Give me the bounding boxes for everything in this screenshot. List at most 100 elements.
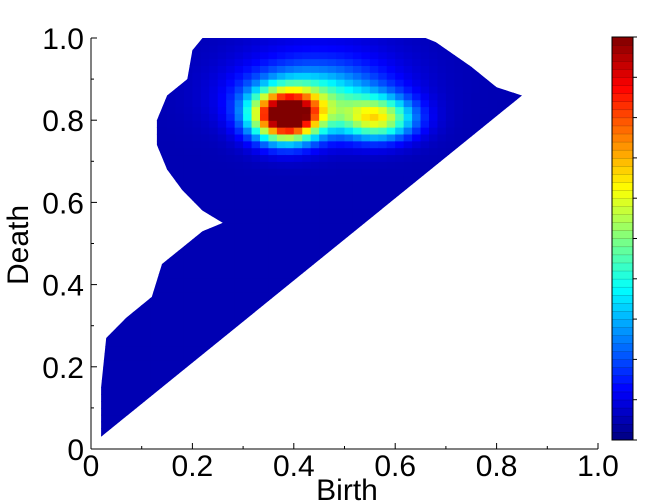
heat-cell <box>386 161 396 169</box>
heat-cell <box>361 99 371 108</box>
heat-cell <box>243 140 253 149</box>
heat-cell <box>285 236 295 245</box>
heat-cell <box>226 277 236 286</box>
heat-cell <box>310 140 320 149</box>
heat-cell <box>175 339 185 347</box>
heat-cell <box>107 394 117 402</box>
heat-cell <box>209 65 219 73</box>
heat-cell <box>276 85 286 94</box>
heat-cell <box>454 133 464 142</box>
heat-cell <box>107 346 117 354</box>
heat-cell <box>327 175 337 183</box>
heat-cell <box>285 216 295 224</box>
heat-cell <box>234 168 244 176</box>
heat-cell <box>192 284 202 293</box>
heat-cell <box>352 181 362 190</box>
heat-cell <box>310 154 320 162</box>
heat-cell <box>378 168 388 176</box>
heat-cell <box>133 380 143 388</box>
heat-cell <box>327 65 337 73</box>
heat-cell <box>209 202 219 210</box>
heat-cell <box>285 181 295 190</box>
heat-cell <box>243 284 253 293</box>
heat-cell <box>378 140 388 149</box>
heat-cell <box>226 216 236 224</box>
heat-cell <box>310 195 320 203</box>
colorbar-level <box>611 359 634 368</box>
heat-cell <box>412 175 422 183</box>
heat-cell <box>124 346 134 354</box>
heat-cell <box>285 99 295 108</box>
heat-cell <box>319 106 329 114</box>
heat-cell <box>420 168 430 176</box>
heat-cell <box>276 257 286 265</box>
heat-cell <box>260 209 270 217</box>
heat-cell <box>251 72 261 80</box>
heat-cell <box>344 181 354 190</box>
heat-cell <box>420 72 430 80</box>
heat-cell <box>429 161 439 169</box>
heat-cell <box>445 120 455 128</box>
heat-cell <box>183 140 193 149</box>
colorbar-level <box>611 157 634 167</box>
heat-cell <box>158 270 168 279</box>
heat-cell <box>243 202 253 210</box>
heat-cell <box>336 216 346 224</box>
colorbar-level <box>611 431 634 441</box>
y-tick-label: 0.2 <box>42 352 84 385</box>
colorbar-level <box>611 302 634 312</box>
heat-cell <box>192 161 202 169</box>
heat-cell <box>251 264 261 272</box>
heat-cell <box>369 168 379 176</box>
heat-cell <box>285 133 295 142</box>
heat-cell <box>310 79 320 87</box>
heat-cell <box>344 140 354 149</box>
heat-cell <box>471 120 481 128</box>
heat-cell <box>243 92 253 101</box>
heat-cell <box>479 85 489 94</box>
heat-cell <box>361 58 371 66</box>
heat-cell <box>268 209 278 217</box>
heat-cell <box>158 284 168 293</box>
heat-cell <box>285 51 295 60</box>
heat-cell <box>412 44 422 53</box>
heat-cell <box>116 387 126 395</box>
heat-cell <box>217 154 227 162</box>
heat-cell <box>327 216 337 224</box>
heat-cell <box>327 127 337 135</box>
heat-cell <box>175 366 185 375</box>
heat-cell <box>420 133 430 142</box>
heat-cell <box>285 243 295 251</box>
heat-cell <box>217 202 227 210</box>
heat-cell <box>479 106 489 114</box>
heat-cell <box>352 51 362 60</box>
colorbar-level <box>611 351 634 360</box>
heat-cell <box>268 58 278 66</box>
heat-cell <box>192 168 202 176</box>
heat-cell <box>336 38 346 46</box>
heat-cell <box>293 140 303 149</box>
heat-cell <box>226 38 236 46</box>
heat-cell <box>192 257 202 265</box>
heat-cell <box>454 99 464 108</box>
colorbar-level <box>611 60 634 70</box>
heat-cell <box>175 277 185 286</box>
y-tick-label: 0.6 <box>42 187 84 220</box>
heat-cell <box>175 161 185 169</box>
heat-cell <box>260 264 270 272</box>
heat-cell <box>200 229 210 238</box>
heat-cell <box>310 44 320 53</box>
heat-cell <box>183 188 193 197</box>
heat-cell <box>437 106 447 114</box>
heat-cell <box>310 85 320 94</box>
heat-cell <box>217 133 227 142</box>
heat-cell <box>276 222 286 231</box>
heat-cell <box>403 65 413 73</box>
heat-cell <box>141 332 151 340</box>
heat-cell <box>319 175 329 183</box>
heat-cell <box>124 394 134 402</box>
colorbar-level <box>611 189 634 199</box>
heat-cell <box>344 120 354 128</box>
heat-cell <box>141 305 151 313</box>
heat-cell <box>344 92 354 101</box>
